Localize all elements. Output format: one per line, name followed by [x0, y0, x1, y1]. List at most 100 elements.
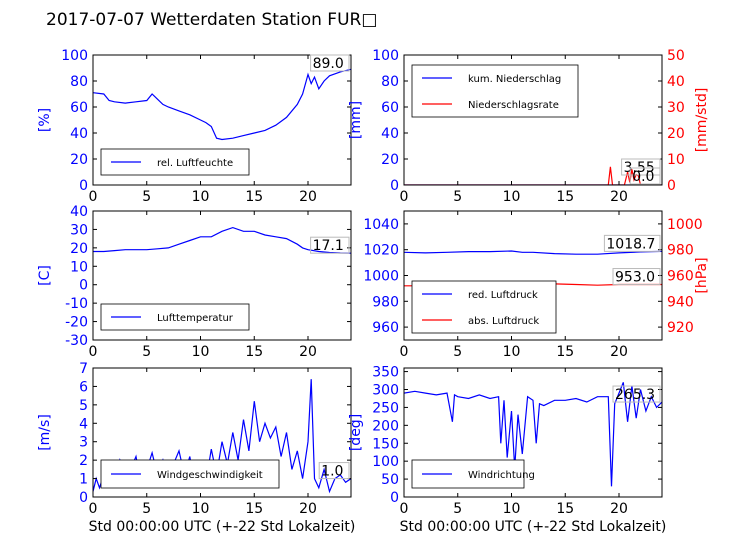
x-tick-label: 5: [453, 189, 462, 205]
legend-frame: [411, 64, 579, 118]
y-tick-label: 1: [79, 472, 88, 488]
last-value-label-box: [318, 462, 350, 480]
y-tick-label: 20: [381, 152, 399, 168]
x-tick-label: 0: [400, 344, 409, 360]
legend-label: rel. Luftfeuchte: [157, 158, 233, 169]
y-tick-label: 0: [390, 178, 399, 194]
y-tick-label: 2: [79, 453, 88, 469]
last-value-label: 1018.7: [606, 236, 655, 252]
axes-frame: [403, 367, 663, 498]
x-tick-label: 15: [556, 501, 574, 517]
y-tick-label: 20: [70, 241, 88, 257]
y-tick-label: -10: [65, 296, 88, 312]
axes-frame: [92, 210, 352, 341]
legend: Windrichtung: [411, 459, 535, 489]
y-tick-label: 0: [79, 278, 88, 294]
y-axis-label: [m/s]: [37, 414, 53, 451]
y-tick-label: 1020: [363, 243, 399, 259]
y2-tick-label: 1000: [667, 217, 703, 233]
y-tick-label: 960: [372, 320, 399, 336]
x-axis-label: Std 00:00:00 UTC (+-22 Std Lokalzeit): [89, 519, 356, 535]
series-line-winddirection-0: [404, 382, 662, 487]
x-tick-label: 20: [610, 344, 628, 360]
x-tick-label: 15: [245, 501, 263, 517]
y2-tick-label: 10: [667, 152, 685, 168]
x-tick-label: 15: [556, 344, 574, 360]
y-tick-label: 7: [79, 361, 88, 377]
y2-tick-label: 980: [667, 243, 694, 259]
y-tick-label: 4: [79, 416, 88, 432]
series-line-pressure-0: [404, 250, 662, 255]
series-line-humidity-0: [93, 68, 351, 141]
y-tick-label: 30: [70, 222, 88, 238]
x-tick-label: 20: [610, 501, 628, 517]
y2-tick-label: 20: [667, 126, 685, 142]
x-tick-label: 10: [192, 501, 210, 517]
x-tick-label: 5: [453, 344, 462, 360]
y2-tick-label: 50: [667, 48, 685, 64]
last-value-label: 1.0: [321, 464, 343, 480]
x-tick-label: 10: [503, 344, 521, 360]
panel-temperature: 0 5 10 15 20 -30 -20 -10 0 10 20 30 40 [C] 17.1 Lufttem…: [37, 204, 352, 360]
y-tick-label: 100: [61, 48, 88, 64]
x-tick-label: 5: [142, 189, 151, 205]
y-tick-label: 40: [70, 204, 88, 220]
x-tick-label: 20: [299, 344, 317, 360]
y-tick-label: 1000: [363, 269, 399, 285]
last-value-label-box: [603, 234, 661, 252]
y-tick-label: 300: [372, 383, 399, 399]
y-tick-label: 0: [79, 490, 88, 506]
x-tick-label: 20: [610, 189, 628, 205]
y-tick-label: 5: [79, 398, 88, 414]
y-tick-label: -30: [65, 333, 88, 349]
panel-pressure: 0 5 10 15 20 960 980 1000 1020 1040 920 940 960 980 10…: [363, 210, 710, 360]
legend-label: red. Luftdruck: [468, 290, 538, 301]
x-tick-label: 15: [245, 344, 263, 360]
x-tick-label: 0: [89, 189, 98, 205]
y-tick-label: 350: [372, 365, 399, 381]
axes-frame: [403, 54, 663, 186]
axes-frame: [92, 367, 352, 498]
x-tick-label: 20: [299, 189, 317, 205]
x-tick-label: 0: [400, 189, 409, 205]
x-tick-label: 5: [453, 501, 462, 517]
last-value-label-box: [629, 167, 661, 185]
y-tick-label: 80: [70, 74, 88, 90]
x-axis-label: Std 00:00:00 UTC (+-22 Std Lokalzeit): [400, 519, 667, 535]
legend: Windgeschwindigkeit: [100, 459, 280, 489]
legend-frame: [411, 280, 557, 334]
legend: rel. Luftfeuchte: [100, 148, 250, 176]
series-line-temperature-0: [93, 226, 351, 254]
y-axis-label: [%]: [37, 108, 53, 132]
y-axis-label: [mm]: [348, 101, 364, 139]
last-value-label: 265.3: [615, 387, 655, 403]
y-tick-label: 980: [372, 294, 399, 310]
x-tick-label: 0: [89, 344, 98, 360]
y-tick-label: 40: [70, 126, 88, 142]
y2-tick-label: 960: [667, 269, 694, 285]
y2-tick-label: 40: [667, 74, 685, 90]
axes-frame: [92, 54, 352, 186]
x-tick-label: 5: [142, 501, 151, 517]
last-value2-label-box: [612, 268, 661, 286]
last-value-label-box: [612, 385, 661, 403]
last-value-label: 0.0: [632, 169, 654, 185]
y-tick-label: 0: [390, 490, 399, 506]
y-tick-label: 80: [381, 74, 399, 90]
legend-label: Lufttemperatur: [157, 313, 234, 324]
legend-label: Niederschlagsrate: [468, 100, 559, 111]
y-tick-label: 0: [79, 178, 88, 194]
legend: kum. Niederschlag Niederschlagsrate: [411, 64, 579, 118]
x-tick-label: 0: [89, 501, 98, 517]
y-tick-label: 10: [70, 259, 88, 275]
y-tick-label: 100: [372, 48, 399, 64]
y-tick-label: 50: [381, 472, 399, 488]
last-value-label-box: [310, 236, 350, 254]
legend: red. Luftdruck abs. Luftdruck: [411, 280, 557, 334]
y-axis-label: [deg]: [348, 414, 364, 451]
y-tick-label: 6: [79, 379, 88, 395]
y2-axis-label: [hPa]: [694, 257, 710, 293]
panel-precipitation: 0 5 10 15 20 0 20 40 60 80 100 0 10 20 30 40 50 [mm] [mm/s…: [348, 48, 710, 205]
